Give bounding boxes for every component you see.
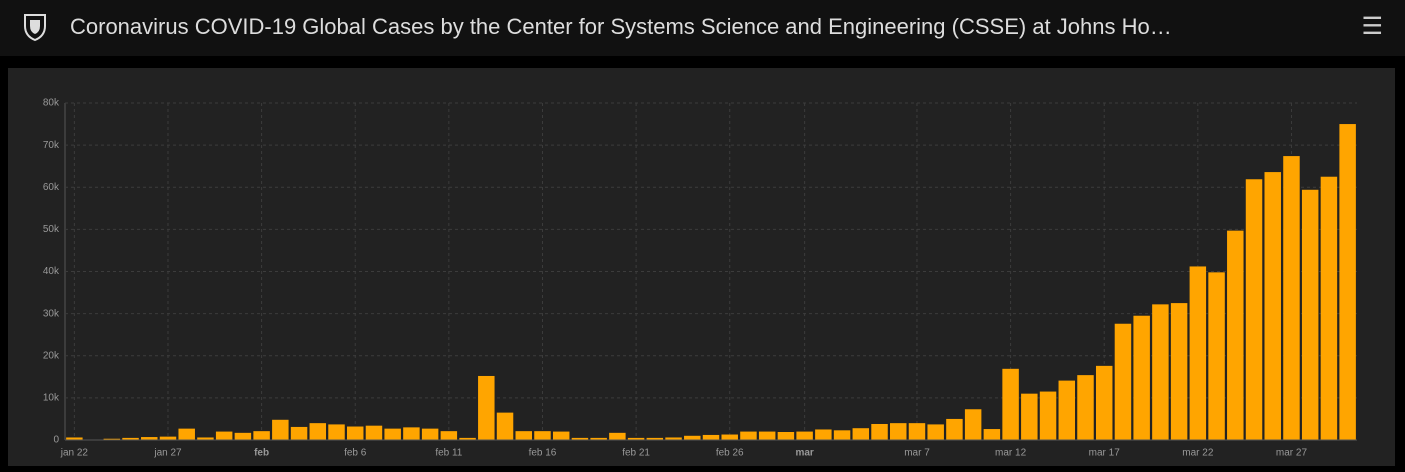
bar (122, 437, 139, 440)
bar (684, 435, 701, 440)
bar (328, 424, 345, 440)
bar (1095, 365, 1113, 440)
bar (1058, 380, 1076, 440)
y-tick-label: 60k (43, 182, 60, 193)
bar (253, 431, 270, 440)
bar (346, 426, 364, 440)
x-tick-label: feb (254, 448, 269, 459)
bar (1283, 156, 1300, 440)
bar (365, 425, 383, 440)
x-tick-label: mar 17 (1089, 448, 1121, 459)
bar (215, 431, 233, 440)
bar (609, 432, 626, 440)
title: Coronavirus COVID-19 Global Cases by the… (70, 14, 1172, 39)
bar (871, 423, 888, 440)
y-tick-label: 20k (43, 350, 60, 361)
bar (421, 428, 439, 440)
bar (234, 432, 252, 440)
bar (908, 423, 926, 440)
x-tick-label: feb 26 (716, 448, 744, 459)
bar (159, 436, 177, 440)
bar (890, 423, 907, 440)
x-tick-label: jan 22 (60, 448, 89, 459)
bar (627, 437, 645, 440)
bar (552, 431, 570, 440)
bar (927, 424, 944, 440)
bar (103, 438, 121, 440)
x-tick-label: mar 22 (1182, 448, 1214, 459)
y-tick-label: 80k (43, 98, 60, 109)
x-tick-label: mar 7 (904, 448, 930, 459)
bar (983, 429, 1001, 440)
bar (852, 428, 870, 440)
bar (1227, 230, 1244, 440)
bar (197, 437, 214, 440)
x-tick-label: feb 6 (344, 448, 367, 459)
x-tick-label: feb 16 (529, 448, 557, 459)
bar (1264, 172, 1281, 440)
bar (515, 431, 532, 440)
bar (571, 437, 589, 440)
bar (478, 375, 495, 440)
x-tick-label: jan 27 (153, 448, 182, 459)
bar (1339, 124, 1356, 440)
bar (758, 431, 776, 440)
x-tick-label: mar 12 (995, 448, 1027, 459)
bar (646, 437, 664, 440)
menu-button[interactable]: ☰ (1361, 13, 1383, 40)
y-tick-label: 10k (43, 393, 60, 404)
y-tick-label: 50k (43, 224, 60, 235)
bar (702, 434, 720, 440)
bar (534, 431, 551, 440)
bar (1039, 391, 1057, 440)
bar (1189, 266, 1207, 440)
y-tick-label: 30k (43, 308, 60, 319)
bar (178, 428, 195, 440)
y-tick-label: 70k (43, 140, 60, 151)
x-tick-label: mar 27 (1276, 448, 1308, 459)
bar (496, 412, 514, 440)
bar (590, 437, 607, 440)
bar (1320, 176, 1338, 440)
bar (290, 426, 308, 440)
bar (740, 431, 757, 440)
bar (141, 437, 158, 440)
bar (1170, 303, 1188, 440)
bar (1114, 323, 1132, 440)
y-tick-label: 0 (53, 435, 59, 446)
bar (815, 429, 832, 440)
bar (777, 431, 795, 440)
bar (796, 431, 813, 440)
bar (403, 427, 420, 440)
bar (272, 419, 289, 440)
bar (459, 437, 476, 440)
x-tick-label: feb 11 (435, 448, 462, 459)
bar (1077, 375, 1094, 440)
x-tick-label: mar (795, 448, 813, 459)
bar (1152, 304, 1169, 440)
y-tick-label: 40k (43, 266, 60, 277)
bar (1301, 189, 1319, 440)
header: Coronavirus COVID-19 Global Cases by the… (0, 0, 1405, 56)
bar (384, 428, 401, 440)
bar (833, 430, 851, 440)
bar (964, 409, 982, 440)
chart: 0 10k 20k 30k 40k 50k 60k 70k 80k jan 22 jan 27 feb… (8, 68, 1395, 466)
bar (309, 423, 327, 440)
bar (946, 418, 963, 440)
bar (1021, 393, 1038, 440)
bar (1245, 179, 1263, 440)
bar (1208, 272, 1225, 440)
bar (665, 437, 682, 440)
bar (66, 437, 83, 440)
x-tick-label: feb 21 (622, 448, 650, 459)
bar (440, 431, 458, 440)
bar (1133, 315, 1150, 440)
bar (1002, 368, 1019, 440)
bar (721, 434, 738, 440)
logo (24, 14, 46, 42)
